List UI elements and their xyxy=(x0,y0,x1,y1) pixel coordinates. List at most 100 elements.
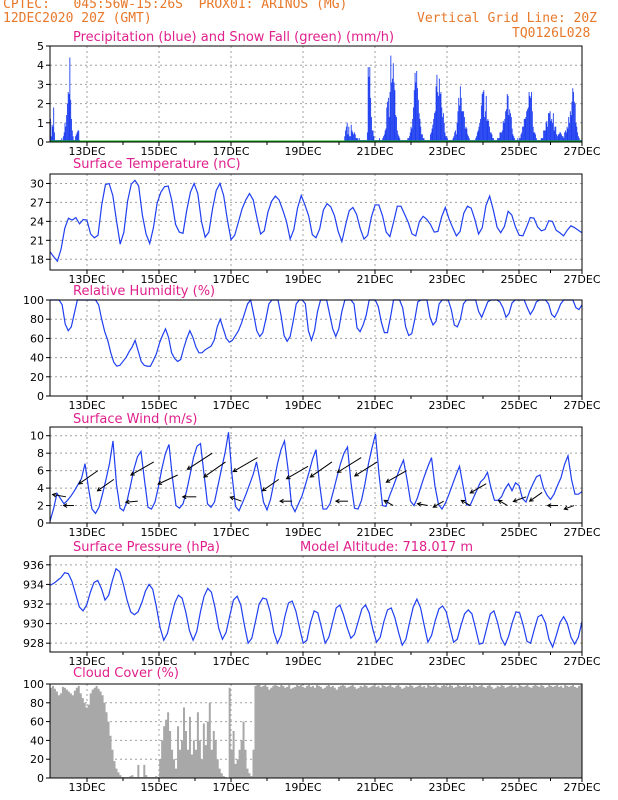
precip-bar xyxy=(415,82,417,142)
precip-bar xyxy=(468,138,470,142)
x-tick-label: 19DEC xyxy=(284,399,321,412)
precip-bar xyxy=(371,130,373,142)
precip-bar xyxy=(383,136,385,142)
wind-arrow xyxy=(187,452,213,470)
panel-title: Precipitation (blue) and Snow Fall (gree… xyxy=(73,30,394,45)
y-tick-label: 0 xyxy=(37,517,44,530)
y-tick-label: 30 xyxy=(30,177,44,190)
model-code: TQ0126L028 xyxy=(512,26,591,41)
wind-arrow-head xyxy=(334,498,340,504)
precip-bar xyxy=(521,132,523,142)
wind-arrow xyxy=(383,499,394,506)
wind-arrow-head xyxy=(96,487,102,492)
precip-bar xyxy=(569,111,571,142)
precip-bar xyxy=(545,122,547,142)
panel-frame xyxy=(49,426,583,524)
precip-bar xyxy=(411,128,413,142)
precip-bar xyxy=(75,134,77,142)
precip-bar xyxy=(354,132,355,142)
precip-bar xyxy=(355,138,357,142)
precip-bar xyxy=(408,136,410,142)
y-tick-label: 0 xyxy=(37,390,44,403)
x-tick-label: 17DEC xyxy=(212,399,249,412)
precip-bar xyxy=(384,130,386,142)
precip-bar xyxy=(356,138,358,142)
precip-bar xyxy=(53,107,55,142)
precip-bar xyxy=(461,111,463,142)
wind-arrow-head xyxy=(129,471,135,476)
wind-arrow xyxy=(52,493,67,498)
precip-bar xyxy=(76,132,78,142)
precip-bar xyxy=(542,138,544,142)
precip-bar xyxy=(416,70,418,142)
precip-bar xyxy=(482,92,484,142)
precip-bar xyxy=(546,120,548,142)
wind-arrow xyxy=(130,461,154,476)
precip-bar xyxy=(465,126,467,142)
y-tick-label: 80 xyxy=(30,313,44,326)
precip-bar xyxy=(369,67,371,142)
precip-bar xyxy=(438,95,439,142)
precip-bar xyxy=(499,132,501,142)
precip-bar xyxy=(551,118,553,142)
precip-bar xyxy=(556,136,558,142)
x-tick-label: 27DEC xyxy=(563,273,600,286)
precip-bar xyxy=(481,94,483,142)
precip-bar xyxy=(501,130,503,142)
precip-bar xyxy=(549,111,551,142)
wind-arrow-head xyxy=(432,503,438,508)
panel-3: Surface Wind (m/s) 0 2 4 6 8 10 13DEC 15DEC 17DEC… xyxy=(30,412,601,539)
precip-bar xyxy=(506,109,507,142)
precip-bar xyxy=(510,113,511,142)
wind-arrow xyxy=(157,474,178,485)
x-tick-label: 15DEC xyxy=(140,145,177,158)
precip-bar xyxy=(553,130,555,142)
precip-bar xyxy=(67,92,69,142)
wind-arrow-head xyxy=(309,473,315,478)
x-tick-label: 17DEC xyxy=(212,273,249,286)
precip-bar xyxy=(367,67,369,142)
panel-frame xyxy=(49,173,583,271)
precip-bar xyxy=(68,94,70,142)
x-tick-label: 13DEC xyxy=(68,145,105,158)
precip-bar xyxy=(77,130,79,142)
precip-bar xyxy=(417,88,418,142)
wind-arrow xyxy=(230,496,242,502)
x-tick-label: 25DEC xyxy=(500,145,537,158)
y-tick-label: 27 xyxy=(30,196,44,209)
precip-bar xyxy=(540,138,542,142)
y-tick-label: 60 xyxy=(30,716,44,729)
precip-bar xyxy=(379,138,380,142)
panel-5: Cloud Cover (%) 0 20 40 60 80 100 13DEC 15DEC 17D… xyxy=(23,666,601,794)
x-tick-label: 17DEC xyxy=(212,655,249,668)
wind-arrow-head xyxy=(124,499,130,505)
x-tick-label: 15DEC xyxy=(140,526,177,539)
precip-bar xyxy=(344,136,346,142)
x-tick-label: 25DEC xyxy=(500,399,537,412)
precip-bar xyxy=(493,138,494,142)
precip-bar xyxy=(489,132,491,142)
precip-bar xyxy=(420,126,422,142)
x-tick-label: 27DEC xyxy=(563,526,600,539)
precip-bar xyxy=(578,138,580,142)
precip-bar xyxy=(552,113,554,142)
precip-bar xyxy=(544,130,545,142)
precip-bar xyxy=(519,138,521,142)
precip-bar xyxy=(345,126,347,142)
precip-bar xyxy=(560,132,562,142)
y-tick-label: 3 xyxy=(37,78,44,91)
precip-bar xyxy=(475,138,477,142)
precip-bar xyxy=(558,134,560,142)
precip-bar xyxy=(548,113,549,142)
precip-bar xyxy=(572,88,574,142)
precip-bar xyxy=(531,111,533,142)
panel-title: Surface Wind (m/s) xyxy=(73,412,197,427)
precip-bar xyxy=(492,138,494,142)
wind-arrow xyxy=(337,457,362,473)
precip-bar xyxy=(550,120,552,142)
x-tick-label: 23DEC xyxy=(428,399,465,412)
precip-bar xyxy=(487,118,489,142)
precip-bar xyxy=(571,101,573,142)
precip-bar xyxy=(523,118,525,142)
wind-arrow xyxy=(97,478,115,492)
